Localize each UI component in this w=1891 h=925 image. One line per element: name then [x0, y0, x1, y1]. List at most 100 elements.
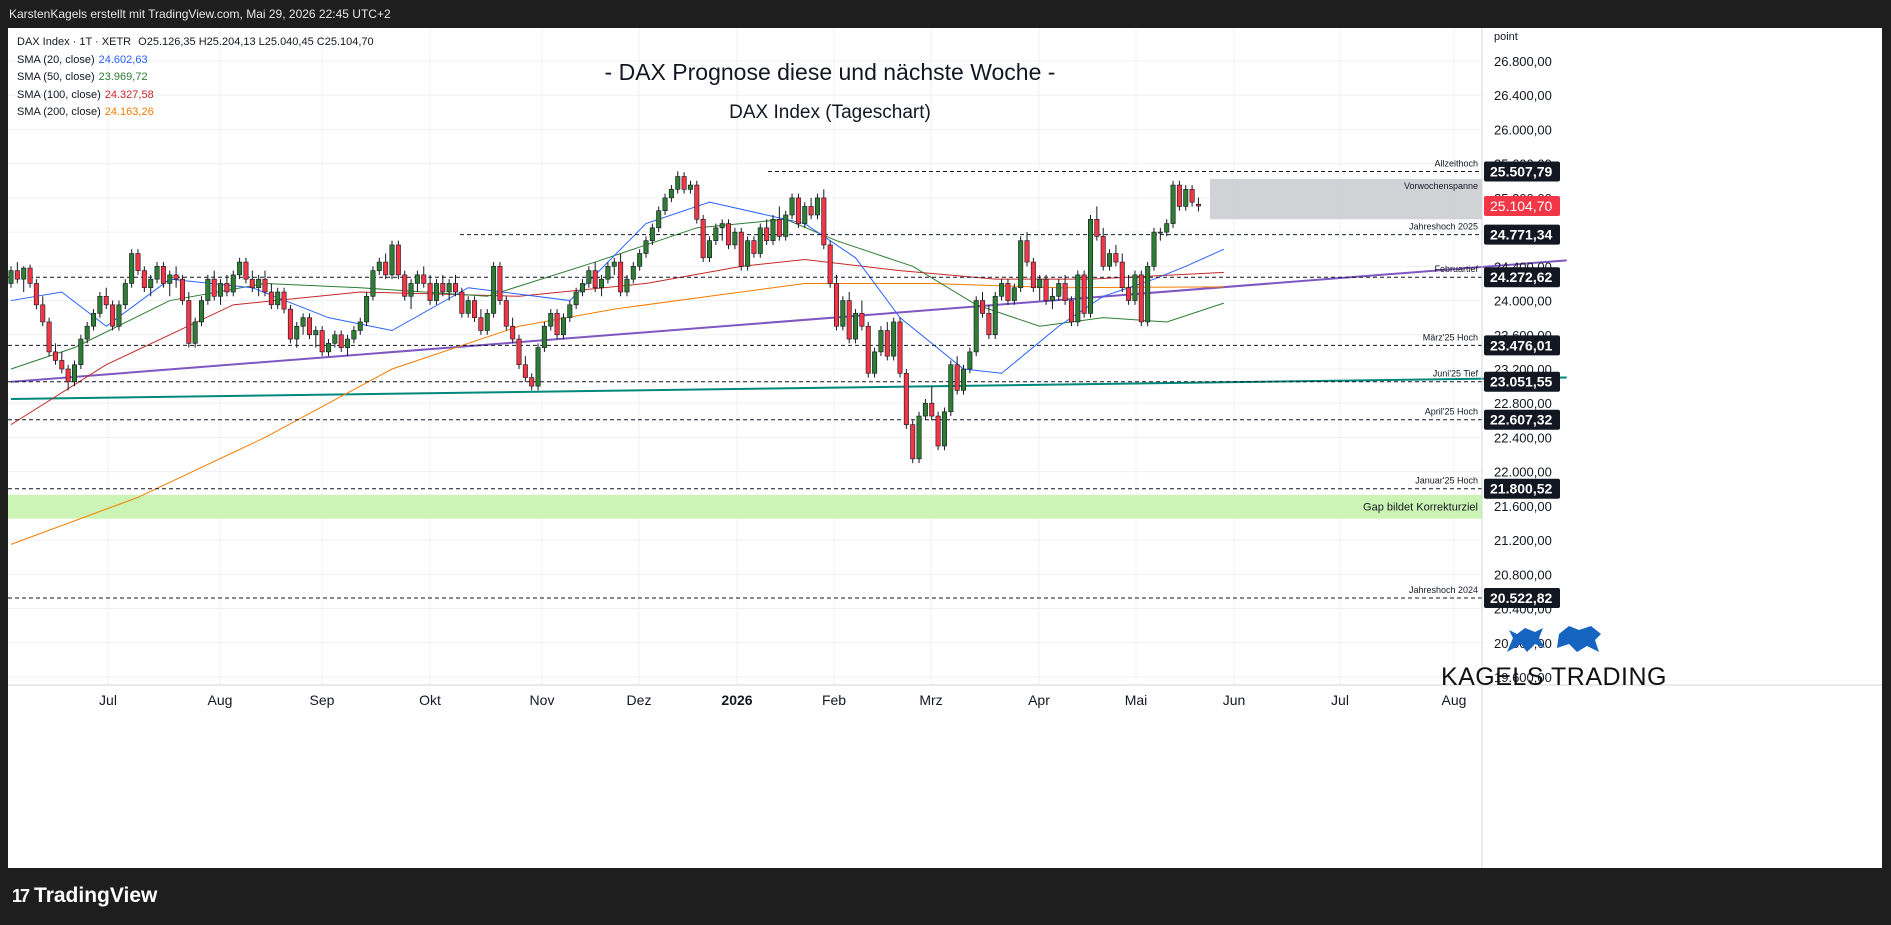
- legend-sma-label: SMA (200, close): [17, 106, 101, 118]
- candle: [173, 274, 179, 280]
- candle: [1151, 231, 1157, 267]
- legend-sma-value: 23.969,72: [98, 71, 148, 83]
- price-tag: [1484, 371, 1560, 392]
- candle: [129, 253, 135, 284]
- level-label: Jahreshoch 2025: [1409, 222, 1478, 232]
- candle: [675, 176, 681, 190]
- last-price-tag: [1484, 196, 1560, 217]
- candle: [757, 227, 763, 254]
- candle: [605, 266, 611, 280]
- trendline: [10, 259, 1567, 383]
- candle: [738, 231, 744, 267]
- candle: [916, 415, 922, 460]
- candle: [389, 244, 395, 276]
- candle: [713, 227, 719, 241]
- candle: [656, 210, 662, 229]
- chart-subtitle: DAX Index (Tageschart): [729, 102, 931, 123]
- y-tick-label: 22.800,00: [1494, 396, 1552, 411]
- x-tick-label: 2026: [721, 692, 752, 708]
- candle: [256, 278, 262, 289]
- candlestick-chart[interactable]: Vorwochenspanne Gap bildet Korrekturziel A…: [8, 28, 1882, 868]
- level-label: Januar'25 Hoch: [1415, 476, 1478, 486]
- candle: [1183, 189, 1189, 207]
- candle: [795, 197, 801, 224]
- candle: [878, 330, 884, 353]
- candle: [472, 300, 478, 318]
- candle: [726, 223, 732, 246]
- candle: [510, 325, 516, 340]
- price-tag: [1484, 478, 1560, 499]
- candle: [960, 368, 966, 391]
- candle: [891, 321, 897, 357]
- candle: [948, 364, 954, 413]
- candle: [148, 278, 154, 289]
- candle: [395, 244, 401, 276]
- candle: [491, 266, 497, 314]
- candle: [414, 274, 420, 284]
- candle: [694, 184, 700, 220]
- candle: [33, 283, 39, 306]
- candle: [313, 330, 319, 336]
- candle: [599, 278, 605, 289]
- candle: [554, 313, 560, 336]
- candle: [1081, 274, 1087, 314]
- candle: [859, 313, 865, 327]
- candle: [294, 325, 300, 340]
- price-tag-label: 23.051,55: [1490, 374, 1552, 390]
- candle: [808, 206, 814, 216]
- candle: [700, 218, 706, 259]
- candle: [1030, 261, 1036, 289]
- candle: [764, 227, 770, 241]
- candle: [135, 253, 141, 271]
- candle: [999, 283, 1005, 297]
- candle: [560, 317, 566, 336]
- gap-zone: [8, 494, 1482, 519]
- candle: [662, 197, 668, 212]
- candle: [1132, 274, 1138, 301]
- last-price-label: 25.104,70: [1490, 198, 1552, 214]
- legend-ohlc: O25.126,35 H25.204,13 L25.040,45 C25.104…: [138, 36, 374, 48]
- x-tick-label: Aug: [1442, 692, 1467, 708]
- candle: [1068, 300, 1074, 323]
- candle: [8, 270, 14, 284]
- y-tick-label: 21.600,00: [1494, 499, 1552, 514]
- candle: [433, 283, 439, 301]
- tradingview-name: TradingView: [34, 884, 158, 907]
- candle: [408, 283, 414, 297]
- legend-sma-value: 24.602,63: [98, 53, 148, 66]
- candle: [237, 261, 243, 276]
- candle: [21, 267, 27, 280]
- candle: [205, 278, 211, 301]
- candle: [199, 300, 205, 323]
- chart-frame[interactable]: Vorwochenspanne Gap bildet Korrekturziel A…: [8, 28, 1882, 868]
- candle: [687, 184, 693, 190]
- candle: [611, 261, 617, 267]
- candle: [72, 364, 78, 383]
- candle: [1094, 218, 1100, 237]
- candle: [446, 283, 452, 293]
- candle: [522, 364, 528, 378]
- candle: [141, 270, 147, 289]
- candle: [103, 295, 109, 306]
- candle: [110, 304, 116, 327]
- candle: [249, 278, 255, 289]
- candle: [1126, 287, 1132, 301]
- candle: [465, 300, 471, 314]
- candle: [853, 313, 859, 340]
- candle: [154, 266, 160, 280]
- legend-sma-row: SMA (50, close) 23.969,72: [17, 69, 374, 87]
- candle: [478, 317, 484, 331]
- candle: [484, 313, 490, 331]
- candle: [224, 283, 230, 293]
- candle: [427, 283, 433, 301]
- tradingview-logo[interactable]: 17 TradingView: [12, 884, 157, 908]
- candle: [941, 411, 947, 447]
- candle: [281, 291, 287, 310]
- candle: [980, 300, 986, 314]
- candle: [884, 330, 890, 357]
- candle: [802, 206, 808, 224]
- trendline: [10, 376, 1567, 400]
- candle: [1157, 231, 1163, 234]
- chart-legend: DAX Index · 1T · XETR O25.126,35 H25.204…: [17, 34, 374, 122]
- candle: [1145, 266, 1151, 323]
